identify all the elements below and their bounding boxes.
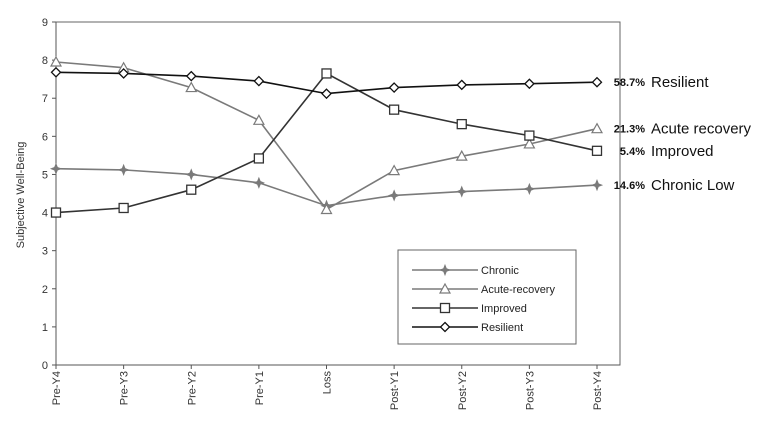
- data-point-chronic: [185, 168, 198, 181]
- data-point-resilient: [185, 70, 197, 82]
- legend-marker-acute-recovery: [438, 282, 452, 294]
- data-point-resilient: [456, 79, 468, 91]
- series-group: [49, 55, 604, 218]
- end-label-acute-recovery: Acute recovery: [651, 121, 752, 138]
- legend-label-chronic: Chronic: [481, 265, 519, 277]
- data-point-acute-recovery: [185, 81, 198, 93]
- series-improved: [50, 68, 603, 218]
- data-point-improved: [186, 184, 197, 195]
- end-percent-acute-recovery: 21.3%: [614, 124, 645, 136]
- legend-marker-improved: [439, 302, 451, 314]
- data-point-improved: [388, 104, 400, 115]
- data-point-chronic: [117, 163, 130, 176]
- data-point-acute-recovery: [49, 55, 63, 67]
- y-tick-label: 6: [42, 131, 48, 143]
- data-point-acute-recovery: [455, 149, 468, 161]
- data-point-improved: [591, 145, 603, 156]
- legend-label-resilient: Resilient: [481, 322, 523, 334]
- data-point-improved: [456, 118, 467, 130]
- legend-marker-resilient: [439, 321, 451, 333]
- data-point-acute-recovery: [388, 164, 401, 176]
- x-tick-label: Pre-Y4: [51, 371, 63, 405]
- end-label-resilient: Resilient: [651, 74, 709, 91]
- data-point-improved: [50, 207, 62, 218]
- end-percent-improved: 5.4%: [620, 146, 645, 158]
- x-tick-label: Post-Y3: [524, 371, 536, 410]
- data-point-chronic: [49, 162, 63, 175]
- data-point-resilient: [523, 78, 535, 90]
- end-label-chronic: Chronic Low: [651, 177, 735, 194]
- y-tick-label: 9: [42, 17, 48, 29]
- x-tick-label: Pre-Y1: [254, 371, 266, 405]
- data-point-chronic: [252, 176, 265, 189]
- y-tick-label: 8: [42, 55, 48, 67]
- data-point-resilient: [118, 68, 130, 79]
- y-tick-label: 4: [42, 208, 48, 220]
- data-point-resilient: [591, 76, 603, 88]
- x-tick-label: Post-Y1: [389, 371, 401, 410]
- y-tick-label: 2: [42, 284, 48, 296]
- data-point-chronic: [388, 189, 401, 202]
- end-percent-resilient: 58.7%: [614, 77, 645, 89]
- data-point-acute-recovery: [590, 122, 604, 134]
- y-tick-label: 3: [42, 246, 48, 258]
- x-tick-label: Loss: [322, 371, 334, 395]
- y-tick-label: 1: [42, 322, 48, 334]
- x-tick-label: Post-Y4: [592, 371, 604, 410]
- x-tick-label: Pre-Y2: [186, 371, 198, 405]
- legend-box: [397, 249, 577, 345]
- data-point-improved: [321, 68, 332, 79]
- end-labels: 14.6% Chronic Low 21.3% Acute recovery 5.4% I…: [614, 74, 752, 194]
- data-point-acute-recovery: [320, 203, 333, 215]
- x-tick-label: Post-Y2: [457, 371, 469, 410]
- data-point-chronic: [455, 185, 468, 198]
- x-ticks: Pre-Y4 Pre-Y3 Pre-Y2 Pre-Y1 Loss Post-Y1 Post-…: [51, 365, 604, 410]
- end-percent-chronic: 14.6%: [614, 180, 645, 192]
- legend-label-improved: Improved: [481, 303, 527, 315]
- y-tick-label: 0: [42, 360, 48, 372]
- data-point-resilient: [253, 75, 265, 87]
- data-point-acute-recovery: [252, 114, 265, 125]
- data-point-resilient: [321, 88, 332, 100]
- y-tick-label: 5: [42, 169, 48, 181]
- data-point-improved: [253, 153, 265, 164]
- data-point-improved: [118, 202, 129, 214]
- data-point-resilient: [50, 66, 62, 78]
- y-axis-label: Subjective Well-Being: [15, 142, 27, 249]
- series-resilient: [50, 66, 603, 100]
- x-tick-label: Pre-Y3: [119, 371, 131, 405]
- data-point-resilient: [388, 82, 400, 93]
- legend-label-acute-recovery: Acute-recovery: [481, 284, 555, 296]
- data-point-acute-recovery: [523, 137, 536, 149]
- data-point-chronic: [523, 182, 536, 196]
- y-tick-label: 7: [42, 93, 48, 105]
- legend: Chronic Acute-recovery Improved Resilient: [397, 249, 577, 345]
- legend-marker-chronic: [438, 263, 452, 277]
- data-point-chronic: [590, 179, 604, 192]
- end-label-improved: Improved: [651, 143, 714, 160]
- data-point-improved: [524, 130, 535, 141]
